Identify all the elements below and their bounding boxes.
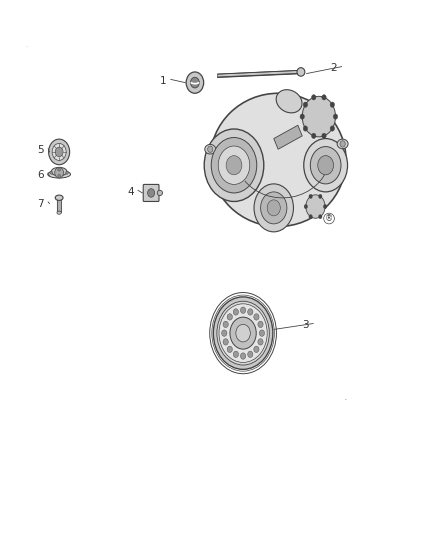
Polygon shape [218,70,300,77]
Circle shape [191,77,199,88]
Circle shape [218,146,250,184]
Circle shape [330,126,335,131]
Polygon shape [274,125,302,149]
Circle shape [211,138,257,193]
Circle shape [323,205,327,209]
FancyBboxPatch shape [143,184,159,201]
Circle shape [49,139,70,165]
Circle shape [267,200,280,216]
Circle shape [311,95,316,100]
Ellipse shape [157,190,162,196]
Circle shape [309,215,312,219]
Circle shape [204,129,264,201]
Text: 6: 6 [37,170,44,180]
Circle shape [259,330,265,336]
Text: 2: 2 [331,63,337,73]
Circle shape [223,338,228,345]
Circle shape [233,351,239,358]
Circle shape [219,304,267,362]
Circle shape [233,309,239,315]
Circle shape [208,146,213,152]
Ellipse shape [51,167,67,176]
Circle shape [240,353,246,359]
Ellipse shape [297,68,305,76]
Circle shape [258,338,263,345]
Ellipse shape [337,139,348,149]
Circle shape [52,143,66,160]
Circle shape [222,330,227,336]
Circle shape [226,156,242,175]
Circle shape [300,114,304,119]
Circle shape [306,195,325,219]
Circle shape [304,205,307,209]
Circle shape [254,184,293,232]
Circle shape [318,194,322,198]
Circle shape [58,168,60,171]
Ellipse shape [276,90,302,113]
Circle shape [302,96,336,137]
Circle shape [330,102,335,107]
Circle shape [258,321,263,328]
Circle shape [311,133,316,139]
FancyBboxPatch shape [57,198,61,212]
Circle shape [247,309,253,315]
Circle shape [322,133,326,139]
Text: ®: ® [325,214,333,223]
Text: 1: 1 [160,76,166,86]
Circle shape [236,324,251,342]
Text: 4: 4 [127,187,134,197]
Circle shape [309,194,312,198]
Circle shape [318,215,322,219]
Ellipse shape [205,144,215,154]
Circle shape [310,147,341,184]
Circle shape [261,192,287,224]
Circle shape [318,156,334,175]
Circle shape [213,297,273,369]
Text: 5: 5 [37,146,44,155]
Circle shape [55,147,63,157]
Ellipse shape [210,93,346,227]
Circle shape [240,307,246,313]
Circle shape [217,301,269,365]
Circle shape [303,126,307,131]
Circle shape [230,317,256,349]
Circle shape [50,171,53,174]
Circle shape [223,321,228,328]
Circle shape [340,141,345,147]
Text: .: . [344,392,348,402]
Circle shape [66,171,68,174]
Text: 3: 3 [302,320,309,330]
Circle shape [55,167,64,178]
Circle shape [58,174,60,177]
Circle shape [254,314,259,320]
Circle shape [254,346,259,352]
Circle shape [304,139,348,192]
Circle shape [333,114,338,119]
Ellipse shape [57,211,61,214]
Circle shape [247,351,253,358]
Circle shape [186,72,204,93]
Circle shape [148,189,155,197]
Circle shape [227,346,233,352]
Text: 7: 7 [37,199,44,208]
Text: ·: · [25,44,28,52]
Circle shape [227,314,233,320]
Circle shape [322,95,326,100]
Circle shape [303,102,307,107]
Ellipse shape [55,195,63,200]
Ellipse shape [48,171,71,178]
